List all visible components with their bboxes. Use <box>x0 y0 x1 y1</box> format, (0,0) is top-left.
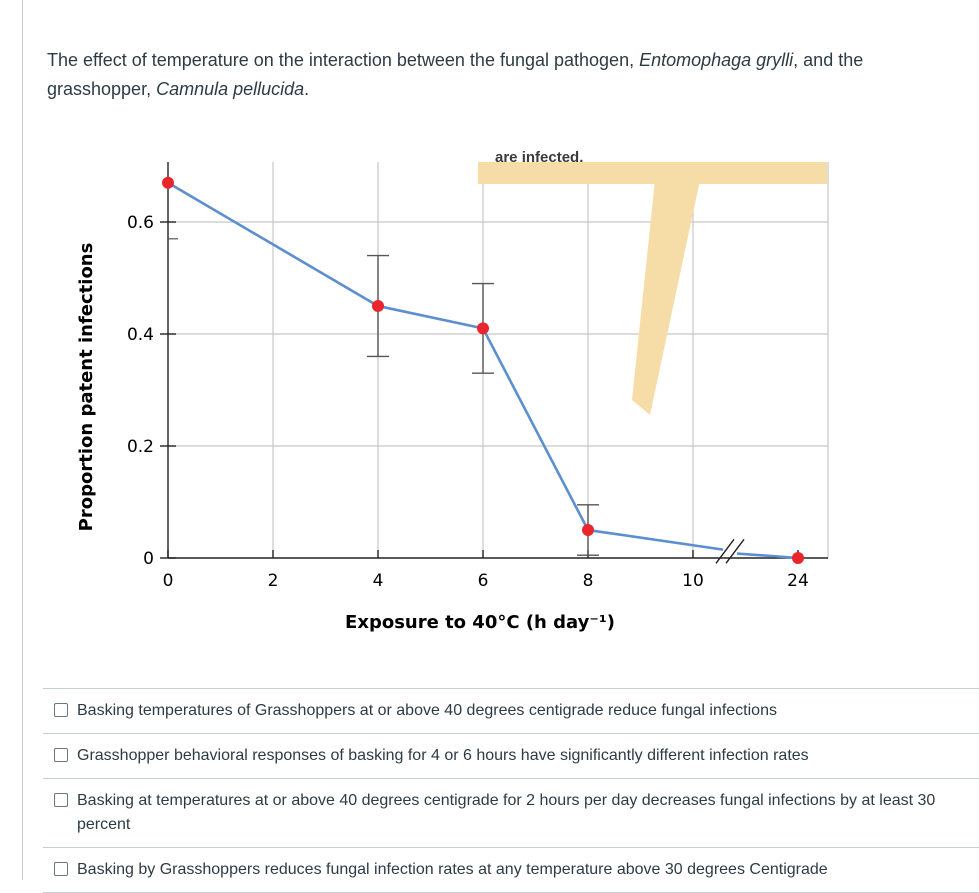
axis-break-mark <box>725 538 745 564</box>
y-tick-label: 0.2 <box>127 437 154 457</box>
callout-box <box>478 162 827 184</box>
answer-option[interactable]: Grasshopper behavioral responses of bask… <box>43 733 979 778</box>
answer-label: Grasshopper behavioral responses of bask… <box>77 747 809 764</box>
answer-list: Basking temperatures of Grasshoppers at … <box>43 688 979 893</box>
x-tick-label: 4 <box>373 571 384 591</box>
x-tick-label: 6 <box>478 571 489 591</box>
data-point <box>162 176 174 189</box>
answer-option[interactable]: Basking temperatures of Grasshoppers at … <box>43 688 979 733</box>
answer-label: Basking at temperatures at or above 40 d… <box>77 792 936 833</box>
y-tick-label: 0.4 <box>127 325 154 345</box>
data-point <box>582 524 594 536</box>
axis-break-mark <box>715 538 735 564</box>
y-tick-label: 0.6 <box>127 213 154 233</box>
answer-option[interactable]: Basking by Grasshoppers reduces fungal i… <box>43 847 979 893</box>
y-axis-label: Proportion patent infections <box>76 243 97 532</box>
answer-label: Basking by Grasshoppers reduces fungal i… <box>77 861 828 878</box>
pathogen-name: Entomophaga grylli <box>639 50 794 70</box>
question-suffix: . <box>304 79 310 99</box>
error-bars <box>168 238 599 556</box>
x-tick-label: 8 <box>583 571 594 591</box>
answer-checkbox[interactable] <box>54 862 68 876</box>
answer-label: Basking temperatures of Grasshoppers at … <box>77 702 777 719</box>
callout-annotation: are infected. <box>478 150 827 415</box>
question-prefix: The effect of temperature on the interac… <box>47 50 640 70</box>
x-tick-label: 0 <box>163 571 174 591</box>
answer-checkbox[interactable] <box>54 703 68 717</box>
axis-labels: Proportion patent infections Exposure to… <box>76 243 615 633</box>
series-path-after-break <box>736 552 799 560</box>
chart-grid <box>168 162 829 558</box>
x-axis-label: Exposure to 40°C (h day⁻¹) <box>345 612 615 633</box>
question-middle: , and the grasshopper, <box>47 50 864 99</box>
infection-chart: are infected. 00.20.40.60 2 4 6 8 10 24 Propor… <box>76 150 829 633</box>
callout-text: are infected. <box>495 150 583 166</box>
data-point <box>372 300 384 312</box>
answer-checkbox[interactable] <box>54 748 68 762</box>
x-tick-label: 24 <box>787 571 809 591</box>
y-tick-label: 0 <box>143 549 154 569</box>
data-point <box>792 552 804 564</box>
x-tick-label: 10 <box>682 571 704 591</box>
chart-axes: 00.20.40.60 2 4 6 8 10 24 <box>127 162 828 591</box>
data-points <box>162 176 804 564</box>
data-point <box>477 322 489 335</box>
callout-pointer <box>632 180 700 415</box>
left-border <box>22 0 23 880</box>
question-text: The effect of temperature on the interac… <box>47 46 947 104</box>
answer-checkbox[interactable] <box>54 793 68 807</box>
answer-option[interactable]: Basking at temperatures at or above 40 d… <box>43 778 979 847</box>
x-tick-label: 2 <box>268 571 279 591</box>
host-name: Camnula pellucida <box>156 79 305 99</box>
